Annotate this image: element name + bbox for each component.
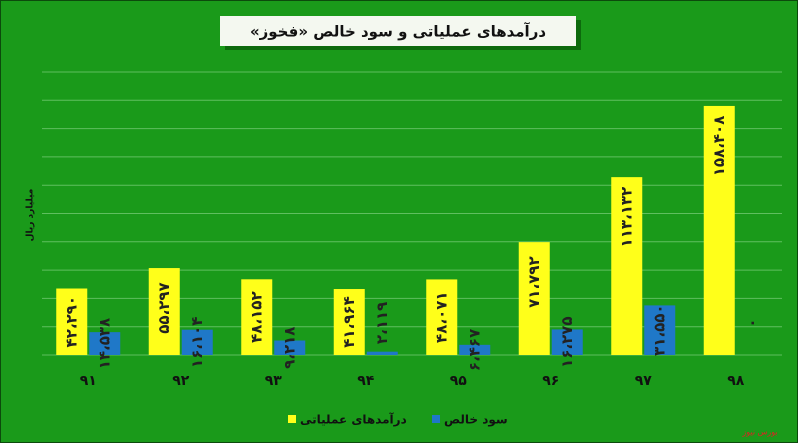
x-tick-label: ۹۶ [542, 373, 559, 389]
bar [644, 305, 676, 355]
legend-swatch [432, 415, 440, 423]
value-label: ۴۲،۲۹۰ [62, 296, 80, 347]
value-label: ۴۸،۱۵۲ [247, 291, 265, 342]
legend: درآمدهای عملیاتی سود خالص [288, 412, 508, 428]
value-label: ۳۱،۵۵۰ [650, 304, 668, 355]
bar [426, 279, 458, 355]
x-tick-label: ۹۵ [450, 373, 468, 389]
bar [241, 279, 273, 355]
x-tick-label: ۹۱ [80, 373, 97, 389]
x-tick-label: ۹۳ [265, 373, 283, 389]
value-label: ۲،۱۱۹ [373, 302, 391, 344]
bar [459, 344, 491, 355]
legend-label: سود خالص [444, 413, 508, 428]
value-label: ۵۵،۲۹۷ [155, 282, 173, 333]
value-label: ۰ [743, 318, 761, 327]
bar [148, 268, 180, 355]
value-label: ۱۱۳،۱۳۲ [617, 187, 635, 248]
x-tick-label: ۹۴ [357, 373, 375, 389]
x-tick-label: ۹۷ [635, 373, 653, 389]
value-label: ۷۱،۷۹۲ [525, 256, 543, 307]
value-label: ۴۱،۹۶۴ [340, 296, 358, 347]
value-label: ۱۶،۱۰۴ [188, 317, 206, 368]
legend-label: درآمدهای عملیاتی [300, 412, 407, 427]
bar [611, 177, 643, 355]
value-label: ۴۸،۰۷۱ [432, 291, 450, 342]
value-label: ۱۶،۲۷۵ [558, 316, 576, 367]
bar [703, 105, 735, 356]
bar [333, 289, 365, 355]
y-axis-label: میلیارد ریال [26, 189, 36, 242]
bar [518, 242, 550, 355]
value-label: ۱۴،۵۳۸ [95, 318, 113, 369]
chart-title: درآمدهای عملیاتی و سود خالص «فخوز» [250, 23, 546, 41]
bar [366, 351, 398, 355]
bar [274, 340, 306, 355]
title-box [220, 16, 576, 46]
source: بورس نیوز [741, 428, 777, 437]
plot: ۴۲،۲۹۰ ۱۴،۵۳۸ ۹۱ ۵۵،۲۹۷ ۱۶،۱۰۴ ۹۲ ۴۸،۱۵۲ ۹،۲۱۸ ۹… [42, 71, 782, 389]
bar [181, 329, 213, 355]
legend-swatch [288, 415, 296, 423]
bar [551, 329, 583, 355]
bar [56, 288, 88, 355]
value-label: ۹،۲۱۸ [280, 327, 298, 369]
bar [89, 332, 121, 355]
x-tick-label: ۹۲ [172, 373, 190, 389]
value-label: ۶،۴۶۷ [465, 329, 483, 371]
value-label: ۱۵۸،۴۰۸ [710, 116, 728, 177]
x-tick-label: ۹۸ [727, 373, 745, 389]
